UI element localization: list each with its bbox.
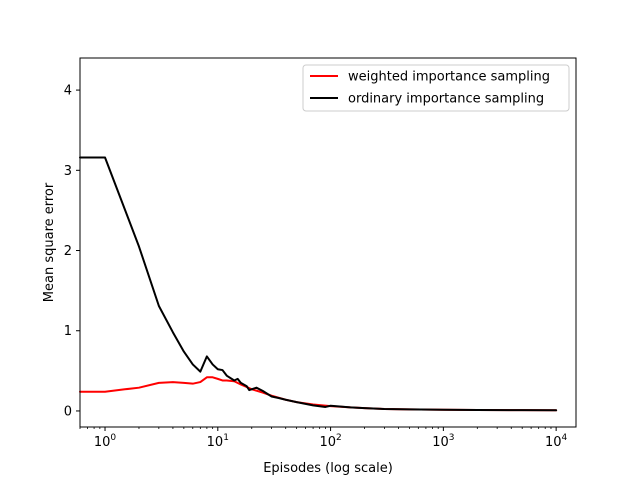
y-axis: 0 1 2 3 4	[64, 84, 80, 419]
x-tick-label: 102	[319, 433, 341, 450]
plot-frame	[79, 57, 577, 428]
y-tick-label: 2	[64, 244, 72, 259]
x-axis-label: Episodes (log scale)	[263, 461, 393, 476]
y-tick-label: 4	[64, 84, 72, 99]
series-layer	[79, 156, 558, 412]
legend-box	[302, 64, 570, 112]
x-tick-label: 100	[94, 433, 117, 450]
x-axis: 100 101 102 103 104	[79, 427, 568, 450]
x-tick-label: 104	[545, 433, 568, 450]
series-line-ordinary	[79, 156, 558, 412]
plot-background	[80, 58, 576, 427]
y-axis-label: Mean square error	[42, 182, 57, 302]
y-tick-label: 0	[64, 404, 72, 419]
y-tick-label: 3	[64, 164, 72, 179]
x-tick-label: 103	[432, 433, 454, 450]
y-tick-label: 1	[64, 324, 72, 339]
legend-label-weighted: weighted importance sampling	[348, 70, 550, 85]
legend-label-ordinary: ordinary importance sampling	[348, 92, 544, 107]
legend: weighted importance sampling ordinary im…	[302, 64, 570, 112]
x-tick-label: 101	[207, 433, 229, 450]
